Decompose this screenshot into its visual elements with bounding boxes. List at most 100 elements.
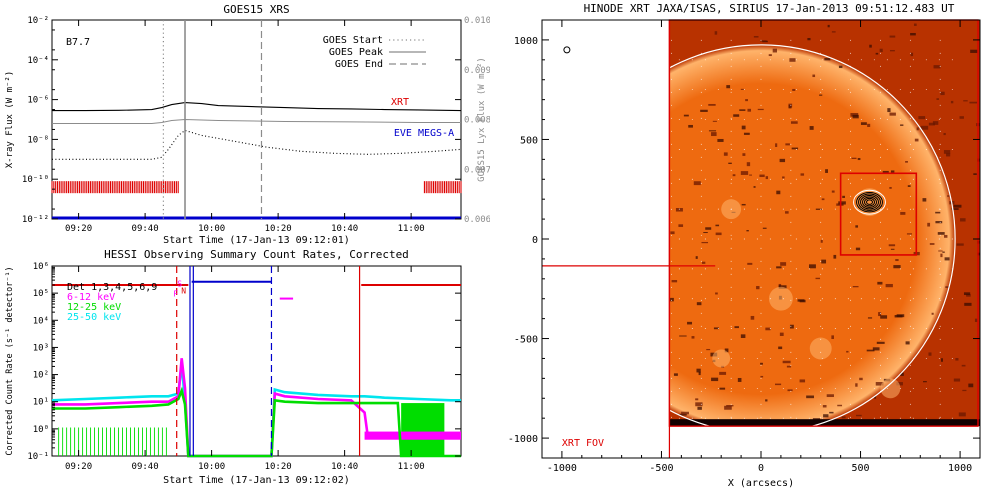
- hessi-legend-label: Det 1,3,4,5,6,9: [67, 282, 157, 293]
- mottle: [831, 31, 836, 33]
- goes-right-tick-label: 0.007: [464, 165, 490, 175]
- hessi-legend-label: 6-12 keV: [67, 292, 115, 303]
- mottle: [866, 349, 875, 352]
- mottle: [765, 399, 768, 402]
- mottle: [906, 233, 913, 235]
- mottle: [946, 153, 951, 157]
- mottle: [837, 404, 843, 407]
- mottle: [937, 232, 945, 235]
- mottle: [922, 198, 927, 202]
- mottle: [719, 387, 726, 390]
- goes-series-line: [52, 118, 461, 124]
- mottle: [905, 161, 908, 163]
- mottle: [875, 52, 879, 55]
- map-x-tick-label: 1000: [948, 463, 972, 474]
- goes-x-tick-label: 10:00: [198, 224, 225, 234]
- mottle: [780, 262, 787, 266]
- mottle: [942, 251, 945, 253]
- goes-right-tick-label: 0.010: [464, 16, 490, 26]
- mottle: [823, 414, 829, 418]
- goes-right-tick-label: 0.006: [464, 215, 490, 225]
- mottle: [896, 382, 903, 386]
- mottle: [706, 348, 711, 351]
- goes-right-axis-label: GOES15 Lyx Flux (W m⁻²): [477, 57, 487, 182]
- mottle: [717, 138, 724, 142]
- goes-x-tick-label: 09:40: [132, 224, 159, 234]
- mottle: [867, 317, 873, 319]
- mottle: [852, 286, 859, 288]
- mottle: [712, 120, 717, 122]
- mottle: [742, 153, 746, 156]
- mottle: [775, 383, 782, 386]
- mottle: [940, 91, 945, 96]
- map-y-tick-label: 500: [520, 135, 538, 146]
- goes-title: GOES15 XRS: [223, 3, 289, 16]
- mottle: [701, 261, 706, 264]
- mottle: [859, 377, 863, 381]
- mottle: [713, 327, 720, 330]
- mottle: [715, 292, 718, 295]
- mottle: [747, 108, 752, 112]
- mottle: [900, 372, 904, 376]
- mottle: [974, 318, 978, 323]
- mottle: [838, 65, 843, 69]
- mottle: [846, 350, 849, 353]
- goes-legend-label: GOES End: [335, 59, 383, 70]
- hessi-y-tick-label: 10²: [33, 371, 49, 381]
- mottle: [711, 132, 717, 137]
- mottle: [678, 224, 684, 227]
- mottle: [765, 327, 771, 331]
- bright-region: [809, 337, 832, 360]
- mottle: [918, 116, 926, 120]
- mottle: [809, 126, 814, 130]
- mottle: [732, 174, 736, 177]
- hessi-y-axis-label: Corrected Count Rate (s⁻¹ detector⁻¹): [5, 266, 15, 455]
- mottle: [856, 414, 862, 417]
- mottle: [855, 225, 859, 228]
- goes-x-tick-label: 09:20: [65, 224, 92, 234]
- map-y-tick-label: -1000: [508, 434, 538, 445]
- goes-legend-label: GOES Peak: [329, 47, 383, 58]
- mottle: [815, 208, 822, 210]
- hessi-flag-label: S: [177, 279, 182, 288]
- contour-level: [862, 196, 877, 208]
- mottle: [894, 315, 903, 318]
- xrt-coverage-bar: [51, 181, 179, 194]
- mottle: [807, 37, 811, 41]
- mottle: [890, 170, 895, 174]
- mottle: [826, 394, 834, 398]
- mottle: [741, 203, 746, 206]
- mottle: [703, 231, 708, 234]
- map-marker: [563, 46, 571, 54]
- map-y-tick-label: 1000: [514, 36, 538, 47]
- hessi-y-tick-label: 10³: [33, 343, 49, 353]
- mottle: [788, 103, 793, 108]
- mottle: [762, 227, 767, 229]
- goes-y-tick-label: 10⁻¹²: [22, 215, 49, 225]
- mottle: [932, 121, 939, 125]
- mottle: [705, 227, 712, 230]
- hessi-flag-label: N: [181, 286, 186, 295]
- goes-right-tick-label: 0.009: [464, 66, 490, 76]
- mottle: [923, 381, 927, 383]
- mottle: [789, 324, 794, 329]
- map-title: HINODE XRT JAXA/ISAS, SIRIUS 17-Jan-2013…: [584, 2, 955, 15]
- mottle: [743, 132, 750, 135]
- goes-legend-label: GOES Start: [323, 35, 383, 46]
- mottle: [953, 378, 961, 382]
- mottle: [776, 266, 782, 269]
- mottle: [833, 254, 837, 259]
- mottle: [760, 40, 767, 42]
- hessi-x-tick-label: 10:20: [265, 462, 292, 472]
- mottle: [850, 113, 859, 117]
- mottle: [809, 264, 816, 269]
- mottle: [882, 170, 889, 174]
- goes-y-axis-label: X-ray Flux (W m⁻²): [5, 71, 15, 169]
- mottle: [799, 379, 806, 383]
- mottle: [697, 406, 702, 410]
- mottle: [745, 99, 748, 102]
- mottle: [889, 50, 895, 52]
- map-x-tick-label: -500: [649, 463, 673, 474]
- mottle: [929, 243, 935, 245]
